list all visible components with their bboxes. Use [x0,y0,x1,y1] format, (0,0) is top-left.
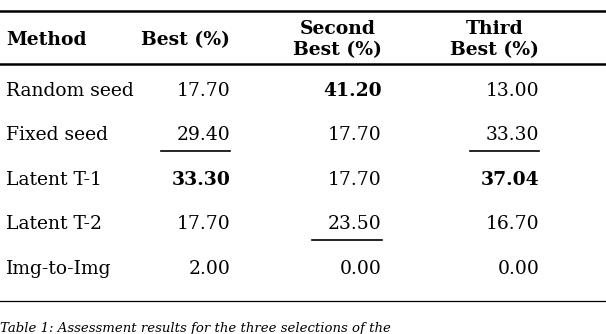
Text: Random seed: Random seed [6,82,134,100]
Text: Fixed seed: Fixed seed [6,126,108,144]
Text: Img-to-Img: Img-to-Img [6,260,112,278]
Text: Latent T-2: Latent T-2 [6,215,102,233]
Text: Table 1: Assessment results for the three selections of the: Table 1: Assessment results for the thre… [0,322,391,334]
Text: Second
Best (%): Second Best (%) [293,20,382,59]
Text: 0.00: 0.00 [340,260,382,278]
Text: 17.70: 17.70 [176,82,230,100]
Text: Method: Method [6,31,87,49]
Text: 33.30: 33.30 [486,126,539,144]
Text: Third
Best (%): Third Best (%) [450,20,539,59]
Text: 33.30: 33.30 [171,171,230,189]
Text: 17.70: 17.70 [328,126,382,144]
Text: 23.50: 23.50 [328,215,382,233]
Text: 41.20: 41.20 [323,82,382,100]
Text: 37.04: 37.04 [481,171,539,189]
Text: 2.00: 2.00 [188,260,230,278]
Text: 13.00: 13.00 [486,82,539,100]
Text: 16.70: 16.70 [486,215,539,233]
Text: 0.00: 0.00 [498,260,539,278]
Text: 29.40: 29.40 [176,126,230,144]
Text: Best (%): Best (%) [141,31,230,49]
Text: 17.70: 17.70 [328,171,382,189]
Text: Latent T-1: Latent T-1 [6,171,102,189]
Text: 17.70: 17.70 [176,215,230,233]
